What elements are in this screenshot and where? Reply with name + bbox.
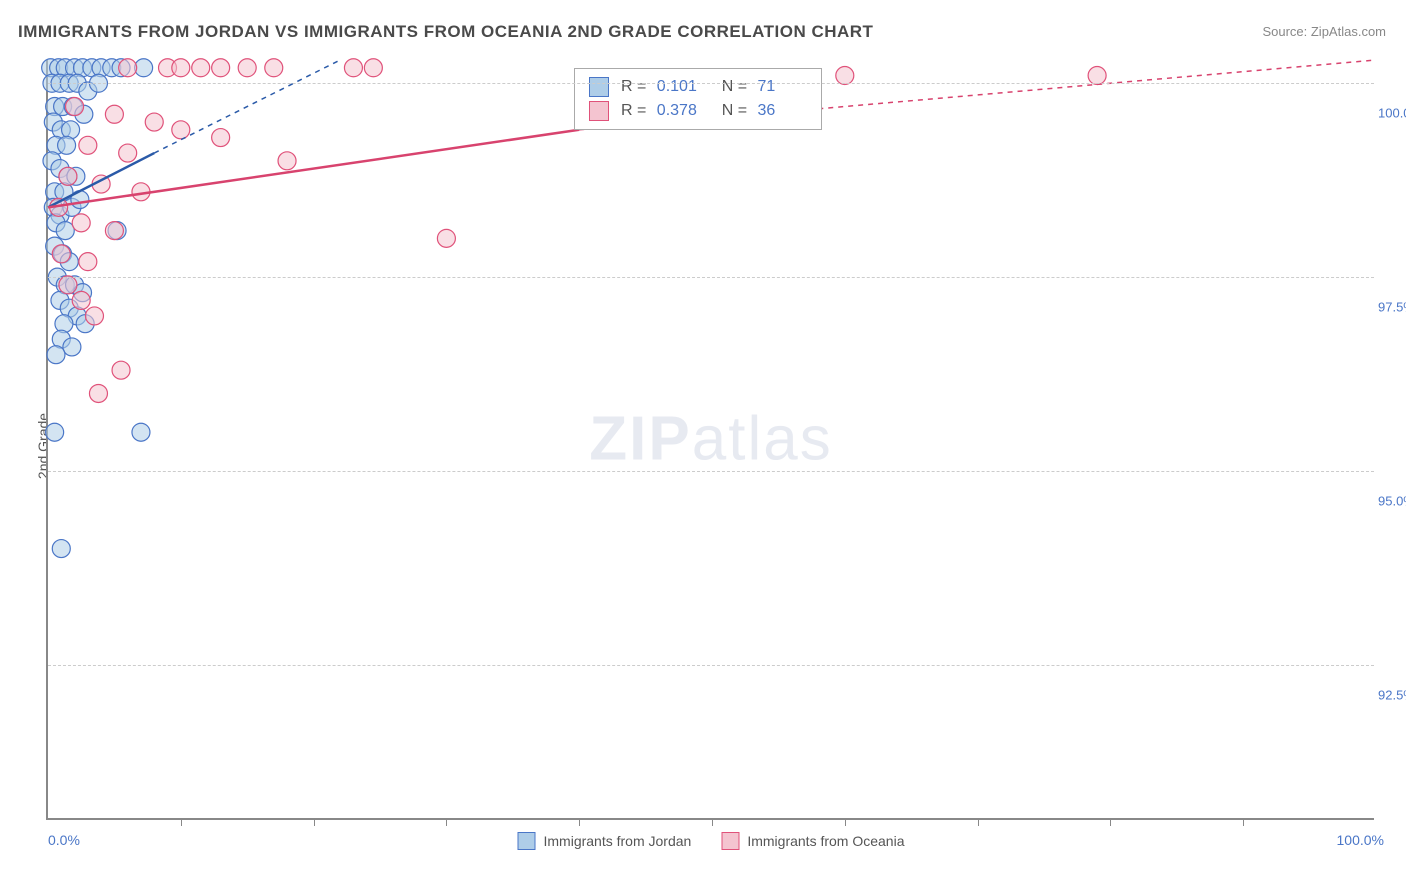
data-point [112,361,130,379]
data-point [145,113,163,131]
legend-item: Immigrants from Jordan [518,832,692,850]
data-point [132,423,150,441]
data-point [212,59,230,77]
data-point [212,129,230,147]
stats-row: R = 0.378 N = 36 [589,99,807,123]
data-point [89,384,107,402]
data-point [105,105,123,123]
data-point [437,229,455,247]
x-tick [1110,818,1111,826]
source-attribution: Source: ZipAtlas.com [1262,24,1386,39]
plot-area: ZIPatlas R = 0.101 N = 71R = 0.378 N = 3… [46,60,1374,820]
data-point [172,121,190,139]
stats-n-label: N = [713,78,752,96]
y-tick-label: 100.0% [1378,106,1406,121]
x-tick [712,818,713,826]
stats-legend: R = 0.101 N = 71R = 0.378 N = 36 [574,68,822,130]
x-tick [1243,818,1244,826]
trend-line [48,130,579,208]
y-tick-label: 92.5% [1378,687,1406,702]
plot-svg [48,60,1374,818]
data-point [56,222,74,240]
x-tick [446,818,447,826]
stats-n-label: N = [713,102,752,120]
data-point [172,59,190,77]
legend-swatch [518,832,536,850]
data-point [119,144,137,162]
data-point [47,346,65,364]
legend-swatch [589,101,609,121]
data-point [63,338,81,356]
x-axis-min-label: 0.0% [48,832,80,848]
data-point [58,136,76,154]
data-point [119,59,137,77]
chart-container: IMMIGRANTS FROM JORDAN VS IMMIGRANTS FRO… [0,0,1406,892]
data-point [238,59,256,77]
data-point [79,136,97,154]
data-point [72,214,90,232]
gridline [48,471,1374,472]
chart-title: IMMIGRANTS FROM JORDAN VS IMMIGRANTS FRO… [18,22,873,42]
stats-n-value: 36 [757,102,807,120]
data-point [66,98,84,116]
data-point [59,276,77,294]
data-point [278,152,296,170]
x-tick [978,818,979,826]
data-point [72,291,90,309]
data-point [52,245,70,263]
legend-label: Immigrants from Oceania [747,833,904,849]
gridline [48,83,1374,84]
legend-item: Immigrants from Oceania [721,832,904,850]
stats-r-value: 0.101 [657,78,707,96]
data-point [79,253,97,271]
data-point [364,59,382,77]
x-tick [845,818,846,826]
data-point [46,423,64,441]
stats-r-label: R = [621,78,651,96]
data-point [265,59,283,77]
stats-row: R = 0.101 N = 71 [589,75,807,99]
bottom-legend: Immigrants from Jordan Immigrants from Oc… [518,832,905,850]
stats-r-value: 0.378 [657,102,707,120]
data-point [105,222,123,240]
y-tick-label: 95.0% [1378,494,1406,509]
legend-swatch [589,77,609,97]
gridline [48,665,1374,666]
x-tick [181,818,182,826]
data-point [52,540,70,558]
x-tick [314,818,315,826]
x-axis-max-label: 100.0% [1337,832,1384,848]
data-point [836,67,854,85]
x-tick [579,818,580,826]
legend-swatch [721,832,739,850]
stats-n-value: 71 [757,78,807,96]
y-tick-label: 97.5% [1378,300,1406,315]
data-point [192,59,210,77]
legend-label: Immigrants from Jordan [544,833,692,849]
data-point [1088,67,1106,85]
data-point [344,59,362,77]
data-point [135,59,153,77]
data-point [85,307,103,325]
data-point [59,167,77,185]
stats-r-label: R = [621,102,651,120]
gridline [48,277,1374,278]
